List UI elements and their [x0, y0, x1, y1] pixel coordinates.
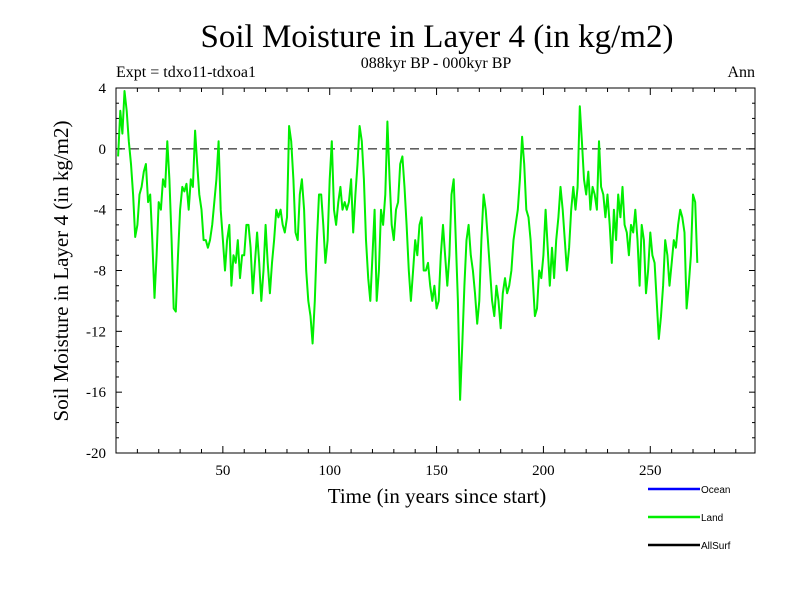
y-tick-label: -16: [86, 385, 106, 401]
y-tick-label: 4: [99, 81, 107, 97]
legend-item-ocean: Ocean: [648, 485, 730, 496]
y-tick-label: -8: [94, 264, 107, 280]
y-tick-label: -20: [86, 446, 106, 462]
x-tick-label: 200: [532, 463, 555, 479]
y-tick-label: 0: [99, 142, 107, 158]
x-tick-label: 250: [639, 463, 662, 479]
legend-label-allsurf: AllSurf: [701, 541, 731, 552]
x-tick-label: 100: [318, 463, 341, 479]
experiment-label: Expt = tdxo11-tdxoa1: [116, 64, 256, 81]
y-axis-label: Soil Moisture in Layer 4 (in kg/m2): [49, 121, 73, 422]
x-axis-label: Time (in years since start): [328, 484, 547, 508]
chart-subtitle: 088kyr BP - 000kyr BP: [361, 55, 512, 72]
legend-item-allsurf: AllSurf: [648, 541, 731, 552]
legend-label-ocean: Ocean: [701, 485, 730, 496]
y-tick-label: -4: [94, 203, 107, 219]
series-land-line: [117, 90, 699, 401]
legend-item-land: Land: [648, 513, 723, 524]
x-axis-ticks: 50 100 150 200 250: [136, 88, 737, 479]
plot-frame: [115, 87, 756, 454]
legend: Ocean Land AllSurf: [648, 485, 731, 552]
season-label: Ann: [727, 64, 755, 81]
y-axis-ticks: 4 0 -4 -8 -12 -16 -20: [86, 81, 755, 462]
x-tick-label: 150: [425, 463, 448, 479]
x-tick-label: 50: [215, 463, 230, 479]
chart-title: Soil Moisture in Layer 4 (in kg/m2): [201, 19, 674, 55]
legend-label-land: Land: [701, 513, 723, 524]
y-tick-label: -12: [86, 324, 106, 340]
